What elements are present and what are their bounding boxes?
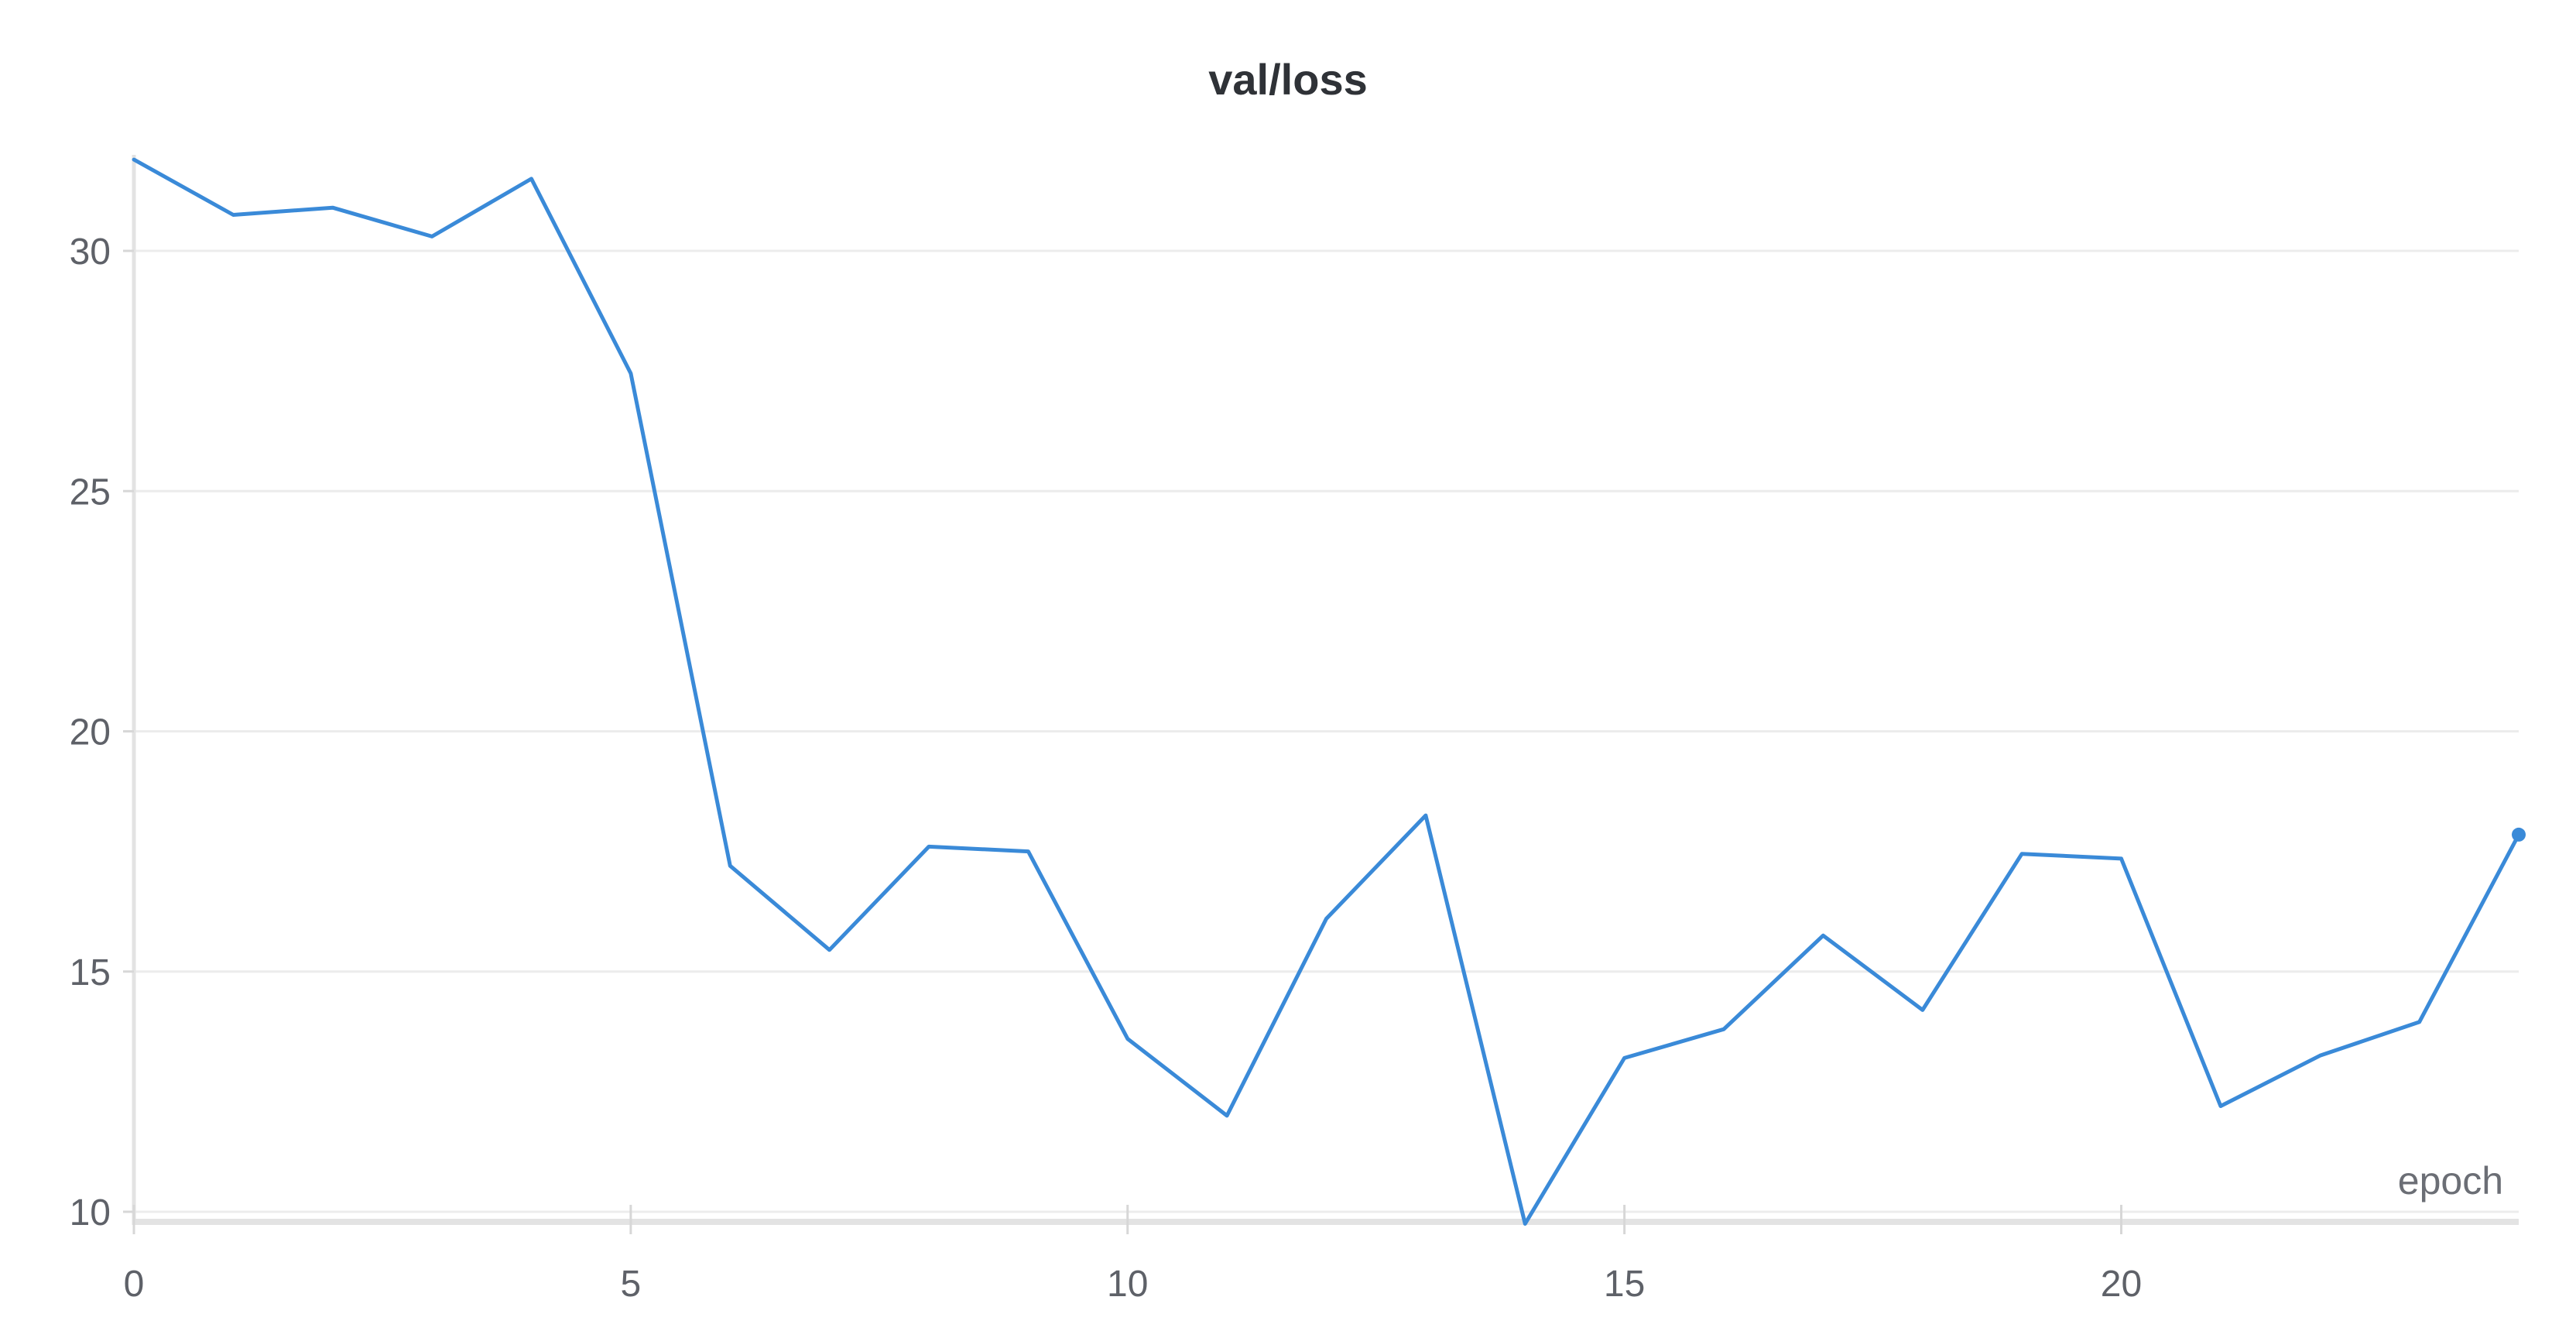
axes [132, 155, 2519, 1225]
series-line[interactable] [132, 157, 2521, 1226]
x-tick-label: 0 [124, 1264, 145, 1305]
grid-lines [134, 249, 2519, 1213]
y-tick-label: 30 [70, 232, 111, 273]
x-tick-label: 5 [621, 1264, 642, 1305]
x-tick-label: 20 [2101, 1264, 2142, 1305]
y-tick-label: 10 [70, 1192, 111, 1233]
x-axis-label: epoch [2398, 1159, 2503, 1202]
y-tick-label: 15 [70, 952, 111, 993]
x-tick-label: 10 [1107, 1264, 1148, 1305]
y-tick-label: 20 [70, 712, 111, 753]
chart-title: val/loss [1208, 55, 1367, 104]
series-layer[interactable] [132, 157, 2526, 1226]
y-axis-ticks: 10 15 20 25 30 [70, 232, 134, 1233]
last-point-marker[interactable] [2512, 827, 2526, 842]
x-axis-ticks: 0 5 10 15 20 [124, 1205, 2142, 1305]
y-tick-label: 25 [70, 472, 111, 513]
x-tick-label: 15 [1604, 1264, 1645, 1305]
